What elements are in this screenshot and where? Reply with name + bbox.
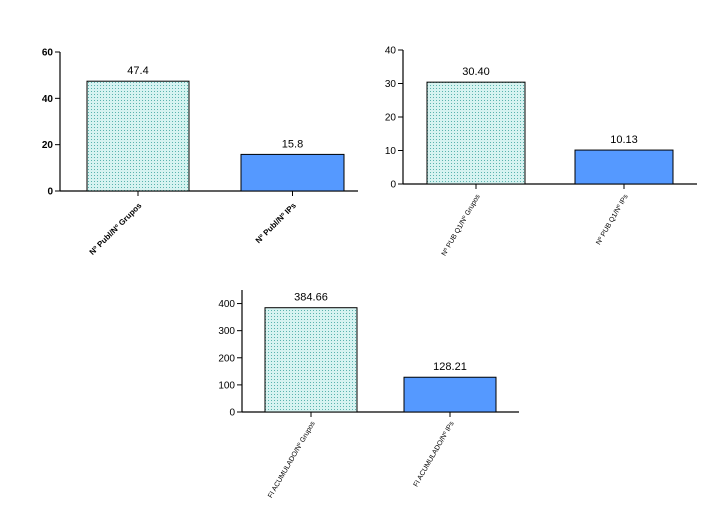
bar-value-label: 30.40 [462, 66, 490, 78]
y-tick-label: 300 [218, 326, 235, 337]
y-tick-label: 20 [42, 140, 54, 151]
chart-q1-publications: 0 10 20 30 40 30.40 Nº PUB Q1/Nº Grupos 10.13 Nº… [385, 46, 697, 257]
bar-ips [403, 376, 497, 413]
bar-value-label: 10.13 [610, 134, 638, 146]
bar-ips [574, 149, 674, 185]
y-tick-label: 10 [385, 146, 397, 157]
y-tick-label: 200 [218, 353, 235, 364]
bar-groups [426, 81, 526, 185]
chart-publications-per-group: 0 20 40 60 47.4 Nº Publ/Nº Grupos 15.8 Nº Publ/… [42, 48, 358, 257]
bar-value-label: 384.66 [294, 292, 328, 304]
y-tick-label: 40 [42, 94, 54, 105]
y-tick-label: 400 [218, 299, 235, 310]
bar-value-label: 15.8 [282, 138, 303, 150]
bar-groups [264, 307, 358, 413]
y-tick-label: 20 [385, 113, 397, 124]
category-label: Nº PUB Q1/Nº IPs [595, 193, 630, 246]
y-tick-label: 100 [218, 380, 235, 391]
category-label: Nº Publ/Nº Grupos [88, 201, 144, 257]
category-label: Nº Publ/Nº IPs [254, 201, 299, 246]
y-tick-label: 0 [229, 408, 235, 419]
bar-groups [86, 80, 190, 192]
category-label: FI ACUMULADO/Nº Grupos [267, 420, 317, 499]
chart-accumulated-impact-factor: 0 100 200 300 400 384.66 FI ACUMULADO/Nº Grupo… [218, 290, 519, 499]
bar-value-label: 128.21 [433, 361, 467, 373]
bar-value-label: 47.4 [127, 65, 148, 77]
y-tick-label: 0 [390, 180, 396, 191]
y-tick-label: 60 [42, 48, 54, 59]
y-tick-label: 40 [385, 46, 397, 57]
category-label: Nº PUB Q1/Nº Grupos [441, 193, 482, 257]
y-tick-label: 0 [47, 187, 53, 198]
bar-ips [240, 153, 345, 192]
y-tick-label: 30 [385, 79, 397, 90]
category-label: FI ACUMULADO/Nº IPs [413, 420, 456, 488]
